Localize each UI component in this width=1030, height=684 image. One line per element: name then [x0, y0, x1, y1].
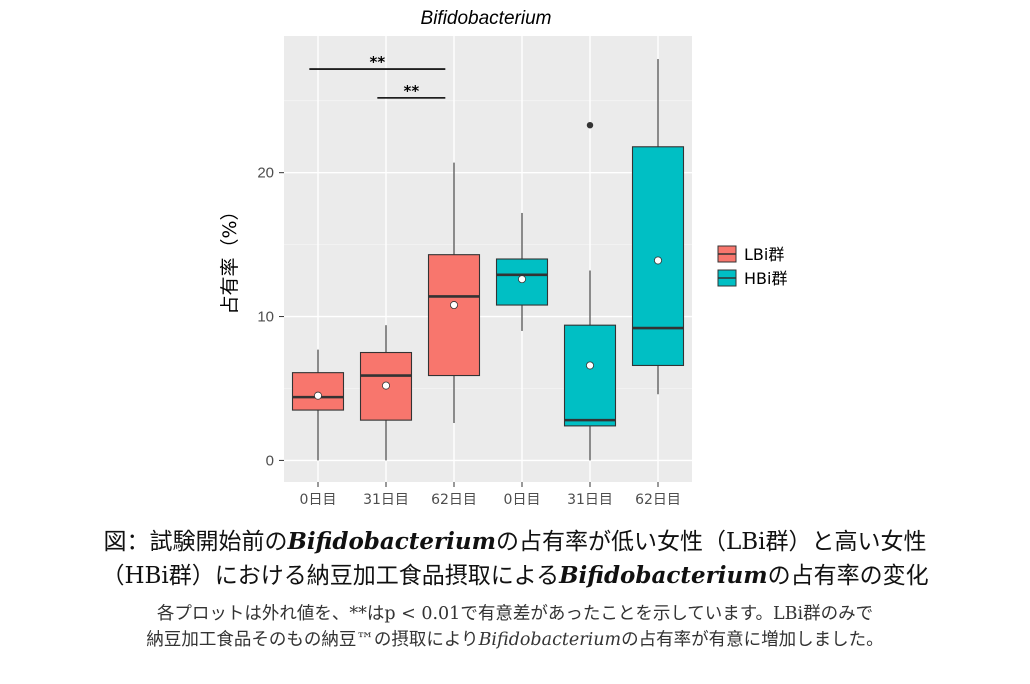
x-tick-label: 0日目	[300, 492, 337, 508]
boxes	[291, 59, 685, 461]
x-tick-label: 62日目	[635, 492, 681, 508]
box-2	[427, 162, 481, 424]
mean-point	[654, 256, 663, 265]
box-body	[291, 372, 345, 411]
box-4	[563, 122, 617, 461]
y-tick-label: 10	[257, 309, 274, 326]
outlier-point	[586, 122, 594, 129]
mean-point	[313, 391, 322, 400]
mean-point	[518, 275, 527, 284]
significance-label: **	[369, 53, 385, 71]
box-body	[631, 146, 685, 367]
caption-title-line-2: （HBi群）における納豆加工食品摂取によるBifidobacteriumの占有率…	[101, 562, 929, 589]
x-tick-label: 31日目	[567, 492, 613, 508]
chart-title: Bifidobacterium	[421, 8, 552, 29]
legend: LBi群 HBi群	[717, 245, 787, 288]
y-tick-label: 0	[266, 452, 274, 469]
box-3	[495, 212, 549, 331]
legend-label: LBi群	[744, 245, 784, 264]
significance-annotations: ** **	[309, 53, 446, 100]
box-body	[427, 254, 481, 377]
x-axis: 0日目 31日目 62日目 0日目 31日目 62日目	[300, 482, 681, 508]
x-tick-label: 62日目	[431, 492, 477, 508]
mean-point	[586, 361, 595, 370]
box-1	[359, 325, 413, 461]
box-0	[291, 349, 345, 461]
legend-label: HBi群	[744, 269, 787, 288]
x-tick-label: 31日目	[363, 492, 409, 508]
caption-note-line-2: 納豆加工食品そのもの納豆™の摂取によりBifidobacteriumの占有率が有…	[146, 630, 884, 650]
box-body	[563, 324, 617, 427]
box-5	[631, 59, 685, 395]
y-tick-label: 20	[257, 165, 274, 182]
plot-panel	[284, 36, 692, 482]
y-axis-label: 占有率（%）	[219, 201, 241, 314]
mean-point	[381, 381, 390, 390]
x-tick-label: 0日目	[504, 492, 541, 508]
y-axis: 0 10 20	[257, 165, 284, 469]
significance-label: **	[403, 82, 419, 100]
caption-note-line-1: 各プロットは外れ値を、**はp < 0.01で有意差があったことを示しています。…	[156, 604, 874, 624]
caption-title-line-1: 図：試験開始前のBifidobacteriumの占有率が低い女性（LBi群）と高…	[103, 528, 927, 555]
mean-point	[449, 301, 458, 310]
